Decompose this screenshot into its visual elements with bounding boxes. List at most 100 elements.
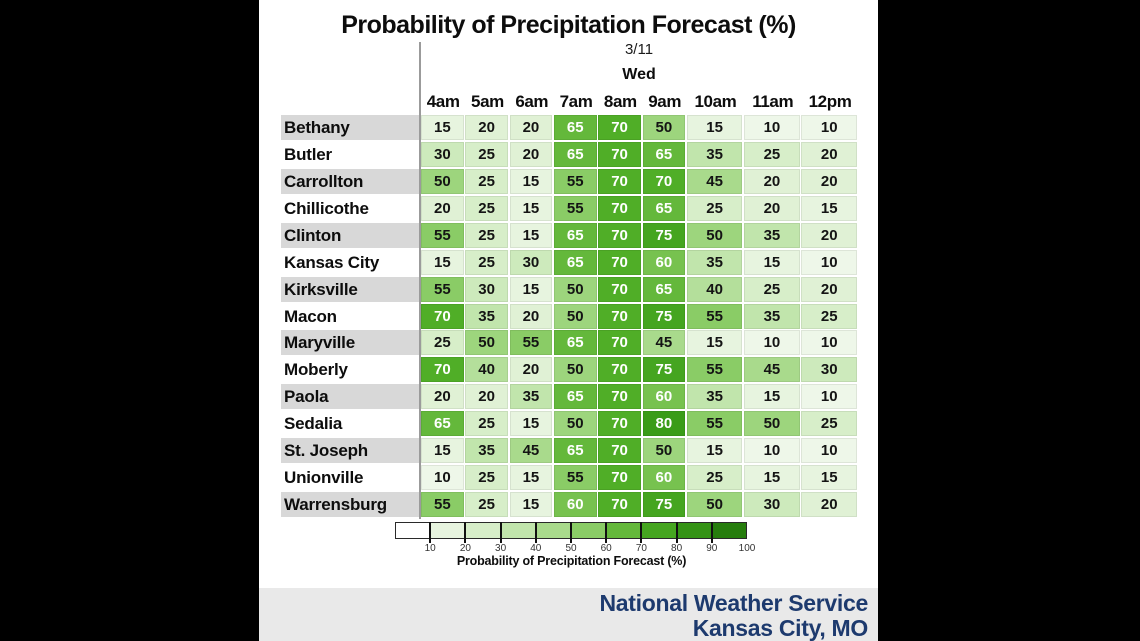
heatmap-cell: 50 <box>642 115 686 140</box>
heatmap-cell: 50 <box>553 411 597 437</box>
heatmap-cell: 55 <box>553 168 597 194</box>
legend-tick-label: 100 <box>738 543 756 554</box>
heatmap-cell: 70 <box>421 303 464 329</box>
heatmap-cell: 50 <box>686 222 743 248</box>
heatmap-cell: 35 <box>465 303 508 329</box>
heatmap-cell: 55 <box>553 195 597 221</box>
row-label: Sedalia <box>281 411 419 437</box>
heatmap-cell: 50 <box>421 168 464 194</box>
footer-org-name: National Weather Service <box>599 590 869 616</box>
heatmap-cell: 60 <box>553 492 597 518</box>
heatmap-cell: 25 <box>801 411 858 437</box>
heatmap-cell: 25 <box>465 492 508 518</box>
footer-location: Kansas City, MO <box>692 615 869 641</box>
heatmap-cell: 65 <box>553 141 597 167</box>
heatmap-cell: 30 <box>509 249 553 275</box>
heatmap-cell: 55 <box>686 357 743 383</box>
time-header-11am: 11am <box>752 92 794 111</box>
heatmap-cell: 10 <box>801 249 858 275</box>
time-header-8am: 8am <box>603 92 637 111</box>
legend-segment <box>396 523 431 538</box>
chart-title: Probability of Precipitation Forecast (%… <box>341 11 796 39</box>
legend-segment <box>711 523 746 538</box>
heatmap-cell: 30 <box>744 492 800 518</box>
legend-tick-label: 10 <box>424 543 436 554</box>
row-label: Paola <box>281 384 419 410</box>
heatmap-cell: 50 <box>465 330 508 356</box>
heatmap-cell: 75 <box>642 303 686 329</box>
heatmap-cell: 15 <box>744 465 800 491</box>
heatmap-cell: 15 <box>509 465 553 491</box>
heatmap-cell: 25 <box>744 141 800 167</box>
heatmap-cell: 70 <box>598 465 641 491</box>
heatmap-cell: 20 <box>465 384 508 410</box>
heatmap-cell: 10 <box>801 438 858 464</box>
legend-tick-label: 60 <box>600 543 612 554</box>
heatmap-cell: 25 <box>744 276 800 302</box>
heatmap-cell: 70 <box>598 330 641 356</box>
heatmap-cell: 20 <box>744 195 800 221</box>
legend-tick-label: 70 <box>635 543 647 554</box>
legend-tick-label: 80 <box>671 543 683 554</box>
row-label: Warrensburg <box>281 492 419 518</box>
heatmap-cell: 70 <box>598 141 641 167</box>
row-label: Kirksville <box>281 276 419 302</box>
legend-tick <box>640 522 643 543</box>
heatmap-cell: 15 <box>421 115 464 140</box>
heatmap-cell: 20 <box>421 195 464 221</box>
heatmap-cell: 25 <box>465 141 508 167</box>
time-header-10am: 10am <box>694 92 737 111</box>
time-header-9am: 9am <box>648 92 682 111</box>
heatmap-cell: 35 <box>686 141 743 167</box>
heatmap-cell: 75 <box>642 492 686 518</box>
heatmap-cell: 65 <box>642 195 686 221</box>
row-label: Maryville <box>281 330 419 356</box>
heatmap-cell: 55 <box>421 276 464 302</box>
heatmap-cell: 60 <box>642 249 686 275</box>
footer-strip: National Weather Service Kansas City, MO <box>259 588 878 641</box>
time-header-4am: 4am <box>426 92 460 111</box>
row-label: Macon <box>281 303 419 329</box>
heatmap-cell: 15 <box>509 276 553 302</box>
heatmap-cell: 20 <box>509 357 553 383</box>
row-label: Carrollton <box>281 168 419 194</box>
row-label: Chillicothe <box>281 195 419 221</box>
heatmap-cell: 20 <box>801 492 858 518</box>
heatmap-cell: 65 <box>553 438 597 464</box>
heatmap-cell: 35 <box>744 222 800 248</box>
heatmap-cell: 20 <box>801 141 858 167</box>
time-header-5am: 5am <box>471 92 504 111</box>
heatmap-cell: 15 <box>744 384 800 410</box>
legend-tick-label: 50 <box>565 543 577 554</box>
heatmap-cell: 25 <box>465 465 508 491</box>
legend-tick <box>710 522 713 543</box>
legend-segment <box>536 523 571 538</box>
heatmap-cell: 15 <box>744 249 800 275</box>
heatmap-cell: 70 <box>598 195 641 221</box>
heatmap-cell: 20 <box>509 115 553 140</box>
heatmap-cell: 20 <box>421 384 464 410</box>
heatmap-cell: 65 <box>642 141 686 167</box>
legend-tick <box>675 522 678 543</box>
heatmap-cell: 20 <box>801 222 858 248</box>
row-label: Kansas City <box>281 249 419 275</box>
legend-tick-label: 90 <box>706 543 718 554</box>
heatmap-cell: 70 <box>598 249 641 275</box>
heatmap-cell: 30 <box>465 276 508 302</box>
heatmap-cell: 55 <box>553 465 597 491</box>
heatmap-cell: 80 <box>642 411 686 437</box>
date-label: 3/11 <box>624 41 654 58</box>
heatmap-cell: 65 <box>421 411 464 437</box>
chart-panel: Probability of Precipitation Forecast (%… <box>259 0 878 588</box>
heatmap-cell: 55 <box>686 303 743 329</box>
heatmap-cell: 50 <box>744 411 800 437</box>
heatmap-cell: 25 <box>801 303 858 329</box>
legend-tick <box>464 522 467 543</box>
heatmap-cell: 20 <box>801 276 858 302</box>
legend-tick-label: 30 <box>495 543 507 554</box>
heatmap-cell: 30 <box>801 357 858 383</box>
legend-tick <box>534 522 537 543</box>
legend-segment <box>676 523 711 538</box>
legend-tick <box>499 522 502 543</box>
heatmap-cell: 25 <box>686 195 743 221</box>
